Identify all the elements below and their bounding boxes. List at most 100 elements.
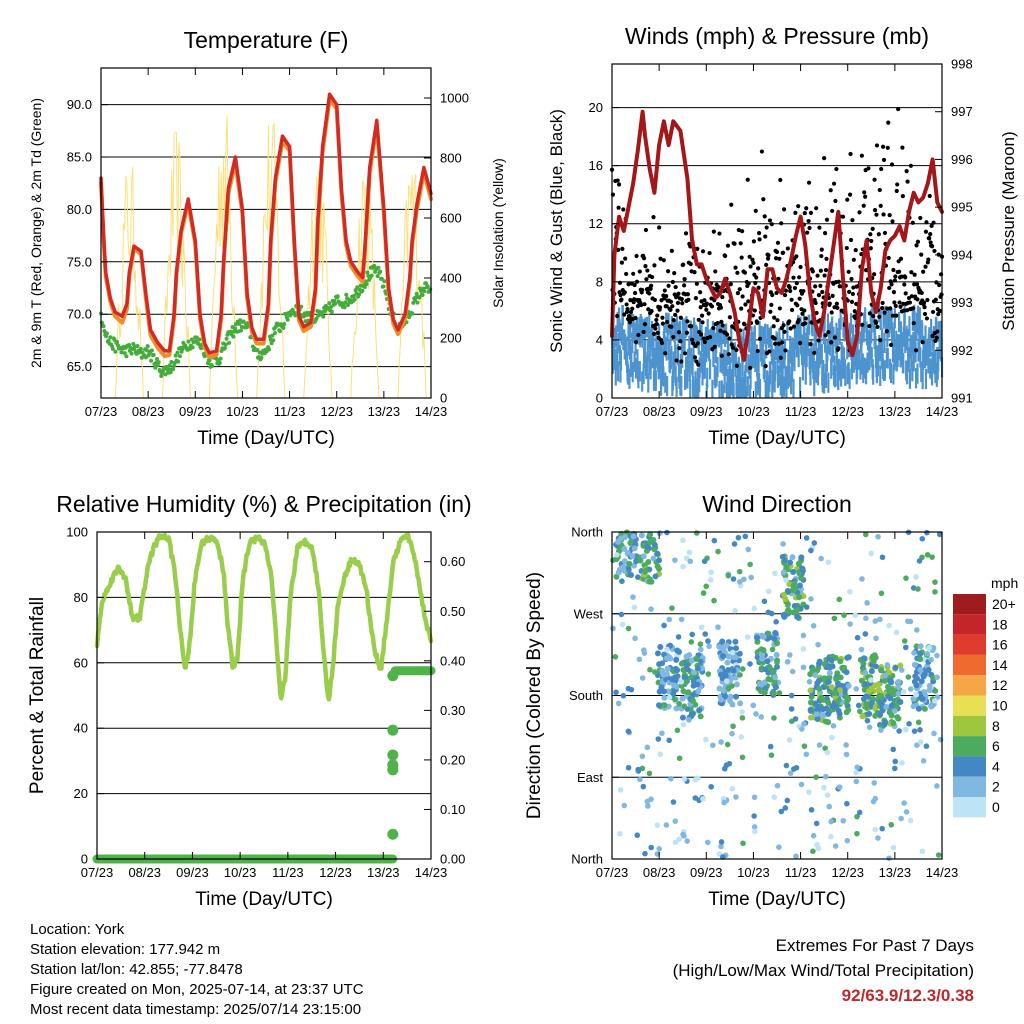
- x-tick-label: 09/23: [690, 404, 723, 419]
- dewpoint-point: [108, 335, 113, 340]
- dewpoint-point: [110, 346, 115, 351]
- direction-point: [825, 663, 832, 670]
- direction-point: [729, 683, 735, 689]
- y-axis-label: Percent & Total Rainfall: [27, 597, 48, 794]
- direction-point: [903, 726, 909, 733]
- direction-point: [868, 550, 875, 557]
- gust-point: [849, 276, 854, 282]
- gust-point: [882, 310, 887, 315]
- direction-point: [674, 727, 681, 734]
- gust-point: [757, 336, 763, 341]
- direction-point: [836, 596, 843, 603]
- dewpoint-point: [316, 313, 321, 318]
- direction-point: [652, 573, 659, 580]
- direction-point: [841, 612, 847, 618]
- direction-point: [808, 807, 815, 813]
- gust-point: [682, 351, 688, 356]
- direction-point: [900, 689, 907, 695]
- direction-point: [692, 776, 699, 783]
- direction-point: [847, 621, 853, 627]
- legend-swatch: [953, 675, 986, 696]
- gust-point: [827, 301, 832, 306]
- gust-point: [902, 282, 907, 287]
- gust-point: [880, 300, 885, 306]
- gust-point: [639, 302, 644, 308]
- gust-point: [740, 229, 745, 234]
- gust-point: [675, 300, 681, 305]
- y2-tick-label: 0.10: [440, 802, 465, 817]
- direction-point: [887, 677, 894, 684]
- dewpoint-point: [218, 356, 223, 361]
- direction-point: [870, 658, 877, 665]
- direction-point: [625, 550, 631, 556]
- direction-point: [680, 563, 686, 570]
- direction-point: [679, 695, 686, 702]
- y2-tick-label: 400: [440, 271, 462, 286]
- gust-point: [685, 292, 691, 297]
- gust-point: [685, 319, 690, 324]
- direction-point: [659, 730, 665, 737]
- gust-point: [657, 305, 663, 310]
- direction-point: [673, 705, 680, 712]
- direction-point: [782, 557, 788, 563]
- y-tick-label: 80.0: [67, 202, 92, 217]
- direction-point: [883, 704, 890, 711]
- gust-point: [894, 313, 899, 318]
- direction-point: [656, 565, 663, 572]
- gust-point: [642, 322, 648, 327]
- gust-point: [699, 313, 705, 318]
- direction-point: [813, 710, 820, 717]
- direction-point: [864, 705, 871, 712]
- y2-tick-label: 0: [440, 391, 447, 406]
- gust-point: [651, 331, 657, 336]
- gust-point: [641, 329, 646, 334]
- direction-point: [917, 656, 924, 663]
- gust-point: [716, 285, 721, 290]
- gust-point: [774, 249, 780, 255]
- gust-point: [693, 296, 699, 301]
- gust-point: [753, 208, 758, 213]
- gust-point: [701, 336, 706, 341]
- legend-swatch: [953, 695, 986, 716]
- gust-point: [652, 297, 658, 303]
- legend-label: 8: [992, 718, 1000, 734]
- dewpoint-point: [196, 341, 201, 346]
- direction-point: [654, 822, 661, 828]
- gust-point: [860, 322, 865, 327]
- dewpoint-point: [149, 348, 154, 353]
- direction-point: [629, 553, 636, 560]
- direction-point: [794, 613, 801, 620]
- gust-point: [775, 318, 780, 323]
- direction-point: [641, 650, 648, 656]
- direction-point: [685, 689, 692, 696]
- gust-point: [810, 269, 815, 274]
- direction-point: [700, 590, 707, 596]
- direction-point: [774, 659, 780, 666]
- direction-point: [798, 781, 805, 788]
- legend-label: 20+: [992, 596, 1016, 612]
- direction-point: [772, 630, 779, 637]
- direction-point: [892, 664, 899, 671]
- gust-point: [619, 260, 625, 265]
- gust-point: [776, 341, 781, 346]
- direction-point: [854, 813, 860, 820]
- gust-point: [748, 365, 753, 370]
- dewpoint-point: [169, 359, 174, 364]
- direction-point: [680, 537, 686, 544]
- direction-point: [895, 679, 902, 686]
- direction-point: [890, 720, 897, 727]
- dewpoint-point: [293, 313, 298, 318]
- y-tick-label: 0: [596, 391, 603, 406]
- direction-point: [826, 803, 833, 810]
- direction-point: [925, 666, 932, 673]
- gust-point: [767, 218, 773, 223]
- gust-point: [832, 335, 838, 340]
- direction-point: [814, 706, 820, 712]
- gust-point: [891, 267, 896, 273]
- gust-point: [772, 315, 777, 320]
- direction-point: [798, 554, 805, 561]
- dewpoint-point: [271, 338, 276, 343]
- direction-point: [809, 667, 816, 674]
- y-tick-label: 4: [596, 332, 603, 347]
- direction-point: [836, 784, 843, 790]
